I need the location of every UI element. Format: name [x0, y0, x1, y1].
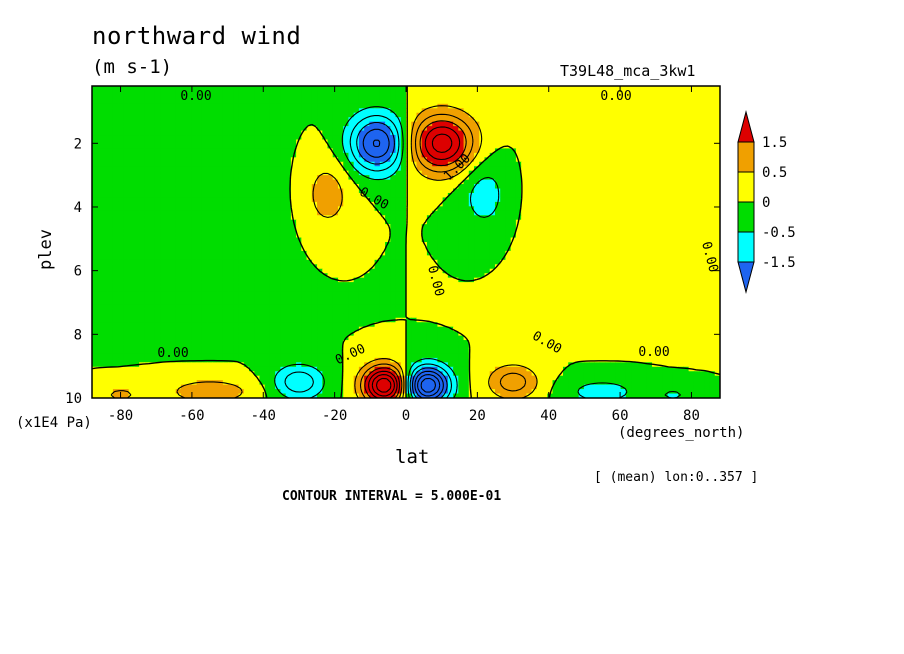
x-tick-label: -40	[251, 408, 276, 424]
x-tick-label: 60	[612, 408, 629, 424]
colorbar-swatch	[737, 141, 755, 173]
x-tick-label: 80	[683, 408, 700, 424]
colorbar-label: 1.5	[762, 135, 787, 151]
contour-label: 0.00	[638, 345, 669, 360]
colorbar: 1.5 0.5 0 -0.5 -1.5	[737, 110, 796, 294]
contour-line-pos	[364, 120, 467, 398]
x-tick-label: -60	[179, 408, 204, 424]
colorbar-bottom-arrow	[737, 261, 755, 294]
x-tick-label: 20	[469, 408, 486, 424]
y-axis-units: (x1E4 Pa)	[16, 415, 92, 431]
axes: -80 -60 -40 -20 0 20 40 60 80 2 4 6 8 10	[65, 86, 720, 424]
contour-line-pos	[368, 126, 461, 398]
contour-line-pos	[371, 133, 453, 397]
filled-contour-field	[92, 86, 720, 398]
contour-lines	[92, 86, 720, 398]
contour-line-neg	[372, 139, 441, 397]
contour-label: 0.00	[157, 346, 188, 361]
chart-units: (m s-1)	[92, 56, 173, 78]
contour-line-neg	[274, 106, 681, 398]
contour-line-neg	[356, 121, 448, 398]
y-tick-label: 4	[74, 200, 82, 216]
chart-title: northward wind	[92, 22, 302, 50]
y-tick-label: 10	[65, 391, 82, 407]
x-tick-label: -80	[108, 408, 133, 424]
contour-line-neg	[420, 377, 437, 393]
contour-line-neg	[284, 115, 453, 398]
x-axis-units: (degrees_north)	[618, 425, 745, 441]
x-tick-label: -20	[322, 408, 347, 424]
contour-interval: CONTOUR INTERVAL = 5.000E-01	[282, 489, 502, 504]
x-axis-label: lat	[395, 446, 430, 468]
contour-line-pos	[375, 377, 392, 393]
average-note: [ (mean) lon:0..357 ]	[594, 470, 759, 485]
run-id: T39L48_mca_3kw1	[560, 62, 696, 80]
contour-line-neg	[362, 128, 444, 398]
colorbar-label: -1.5	[762, 255, 796, 271]
y-tick-label: 8	[74, 327, 82, 343]
contour-line-pos	[359, 113, 527, 398]
colorbar-swatch	[737, 201, 755, 233]
colorbar-swatch	[737, 171, 755, 203]
colorbar-top-arrow	[737, 110, 755, 143]
colorbar-label: 0	[762, 195, 770, 211]
colorbar-label: 0.5	[762, 165, 787, 181]
contour-label: 0.00	[600, 89, 631, 104]
x-tick-label: 0	[402, 408, 410, 424]
x-tick-label: 40	[540, 408, 557, 424]
contour-line-pos	[110, 105, 538, 398]
y-axis-label: plev	[36, 229, 56, 270]
y-tick-label: 2	[74, 136, 82, 152]
colorbar-label: -0.5	[762, 225, 796, 241]
contour-label: 0.00	[180, 89, 211, 104]
y-tick-label: 6	[74, 264, 82, 280]
colorbar-swatch	[737, 231, 755, 263]
contour-line-pos	[92, 86, 720, 398]
